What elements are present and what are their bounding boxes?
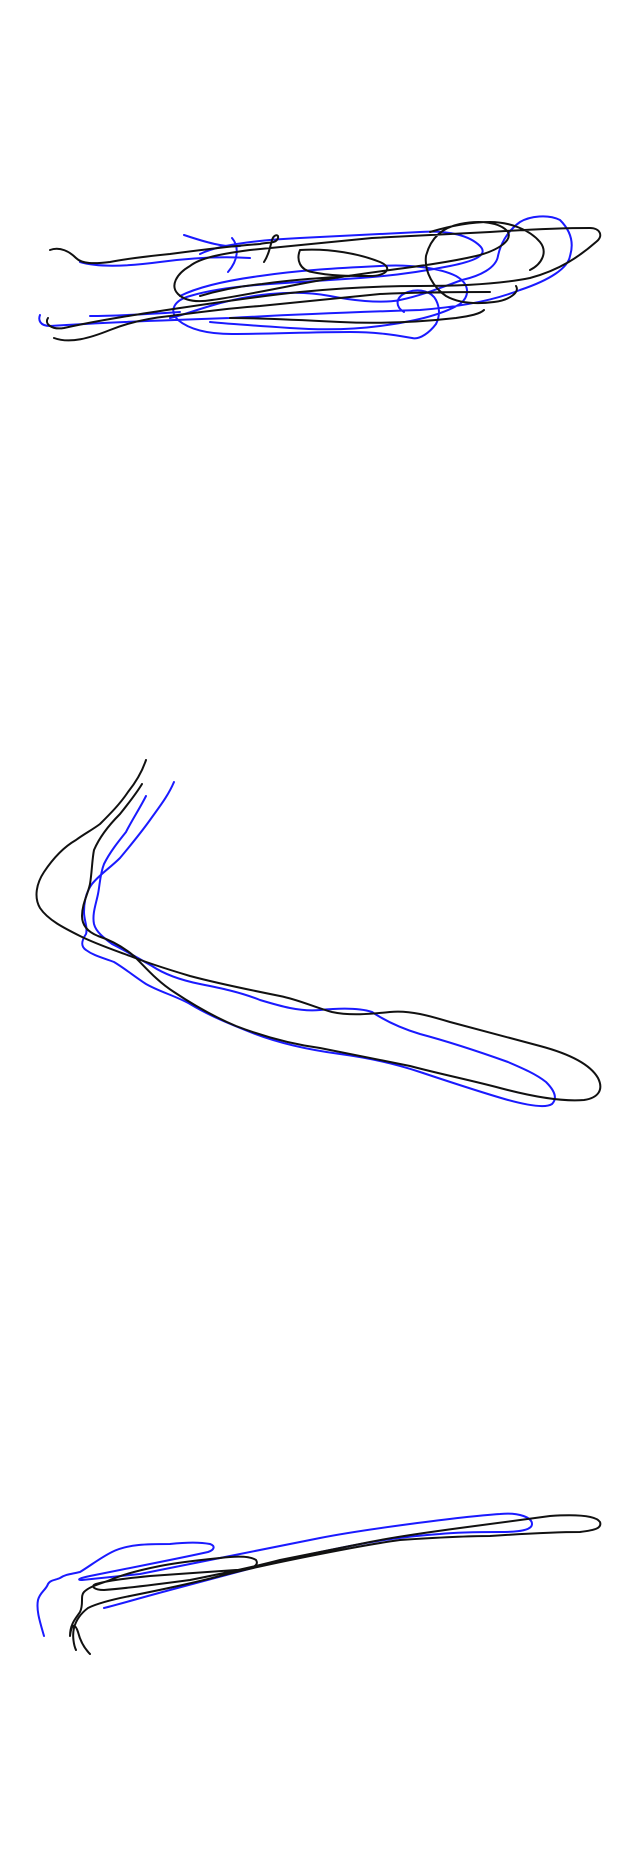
diagonal-attempt-stroke xyxy=(36,1512,533,1637)
diagonal-reference-stroke xyxy=(69,1514,602,1655)
scribble-cluster xyxy=(38,215,602,342)
bent-stroke-reference xyxy=(35,759,602,1102)
long-diagonal-stroke xyxy=(36,1512,602,1655)
scribble-reference-stroke xyxy=(46,221,602,342)
bent-stroke xyxy=(35,759,602,1108)
bent-stroke-attempt xyxy=(81,781,556,1108)
